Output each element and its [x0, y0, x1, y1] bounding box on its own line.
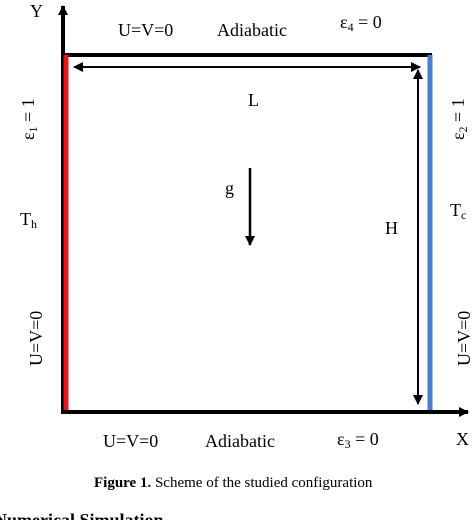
subscript: h	[31, 217, 37, 231]
cold-temperature: Tc	[450, 200, 466, 222]
symbol: ε	[337, 429, 345, 449]
symbol: ε	[340, 12, 348, 32]
bottom-velocity: U=V=0	[103, 431, 158, 451]
caption: Figure 1. Scheme of the studied configur…	[94, 475, 373, 491]
subscript: 3	[345, 437, 351, 451]
right-emissivity: ε2 = 1	[448, 98, 470, 140]
hot-temperature: Th	[20, 209, 37, 231]
subscript: c	[461, 208, 466, 222]
value: = 0	[354, 12, 382, 32]
subscript: 4	[348, 20, 354, 34]
symbol: ε	[18, 132, 38, 140]
symbol: ε	[448, 132, 468, 140]
top-velocity: U=V=0	[118, 20, 173, 40]
value: = 1	[448, 98, 468, 126]
top-emissivity: ε4 = 0	[340, 12, 382, 34]
subscript: 1	[26, 126, 40, 132]
caption-text: Scheme of the studied configuration	[151, 475, 373, 491]
gravity-label: g	[225, 178, 234, 198]
bottom-emissivity: ε3 = 0	[337, 429, 379, 451]
value: = 1	[18, 98, 38, 126]
height-label: H	[385, 218, 398, 238]
bottom-condition: Adiabatic	[205, 431, 275, 451]
value: = 0	[351, 429, 379, 449]
symbol: T	[20, 209, 31, 229]
left-velocity: U=V=0	[26, 311, 46, 366]
right-velocity: U=V=0	[454, 311, 474, 366]
caption-label: Figure 1.	[94, 475, 151, 491]
left-emissivity: ε1 = 1	[18, 98, 40, 140]
top-condition: Adiabatic	[217, 20, 287, 40]
length-label: L	[248, 90, 259, 110]
symbol: T	[450, 200, 461, 220]
subscript: 2	[456, 126, 470, 132]
x-axis-label: X	[456, 429, 469, 449]
y-axis-label: Y	[30, 1, 43, 21]
section-heading: Numerical Simulation	[0, 510, 164, 520]
